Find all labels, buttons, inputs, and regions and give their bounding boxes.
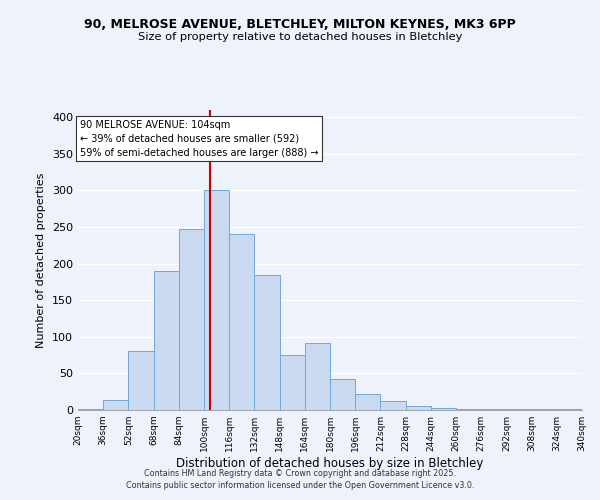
Bar xyxy=(330,378,355,410)
Bar xyxy=(557,408,582,410)
Bar xyxy=(380,401,406,410)
Bar xyxy=(229,234,254,410)
Text: Contains public sector information licensed under the Open Government Licence v3: Contains public sector information licen… xyxy=(126,481,474,490)
Bar xyxy=(128,352,154,410)
Text: 90, MELROSE AVENUE, BLETCHLEY, MILTON KEYNES, MK3 6PP: 90, MELROSE AVENUE, BLETCHLEY, MILTON KE… xyxy=(84,18,516,30)
Bar xyxy=(254,274,280,410)
Bar xyxy=(179,228,204,410)
Text: Size of property relative to detached houses in Bletchley: Size of property relative to detached ho… xyxy=(138,32,462,42)
Text: 90 MELROSE AVENUE: 104sqm
← 39% of detached houses are smaller (592)
59% of semi: 90 MELROSE AVENUE: 104sqm ← 39% of detac… xyxy=(80,120,318,158)
Bar xyxy=(204,190,229,410)
Bar xyxy=(154,271,179,410)
Bar xyxy=(456,408,481,410)
Bar xyxy=(305,342,330,410)
Bar xyxy=(280,355,305,410)
X-axis label: Distribution of detached houses by size in Bletchley: Distribution of detached houses by size … xyxy=(176,457,484,470)
Bar xyxy=(406,406,431,410)
Bar xyxy=(431,408,456,410)
Bar xyxy=(355,394,380,410)
Bar xyxy=(78,408,103,410)
Y-axis label: Number of detached properties: Number of detached properties xyxy=(37,172,46,348)
Text: Contains HM Land Registry data © Crown copyright and database right 2025.: Contains HM Land Registry data © Crown c… xyxy=(144,468,456,477)
Bar xyxy=(103,400,128,410)
